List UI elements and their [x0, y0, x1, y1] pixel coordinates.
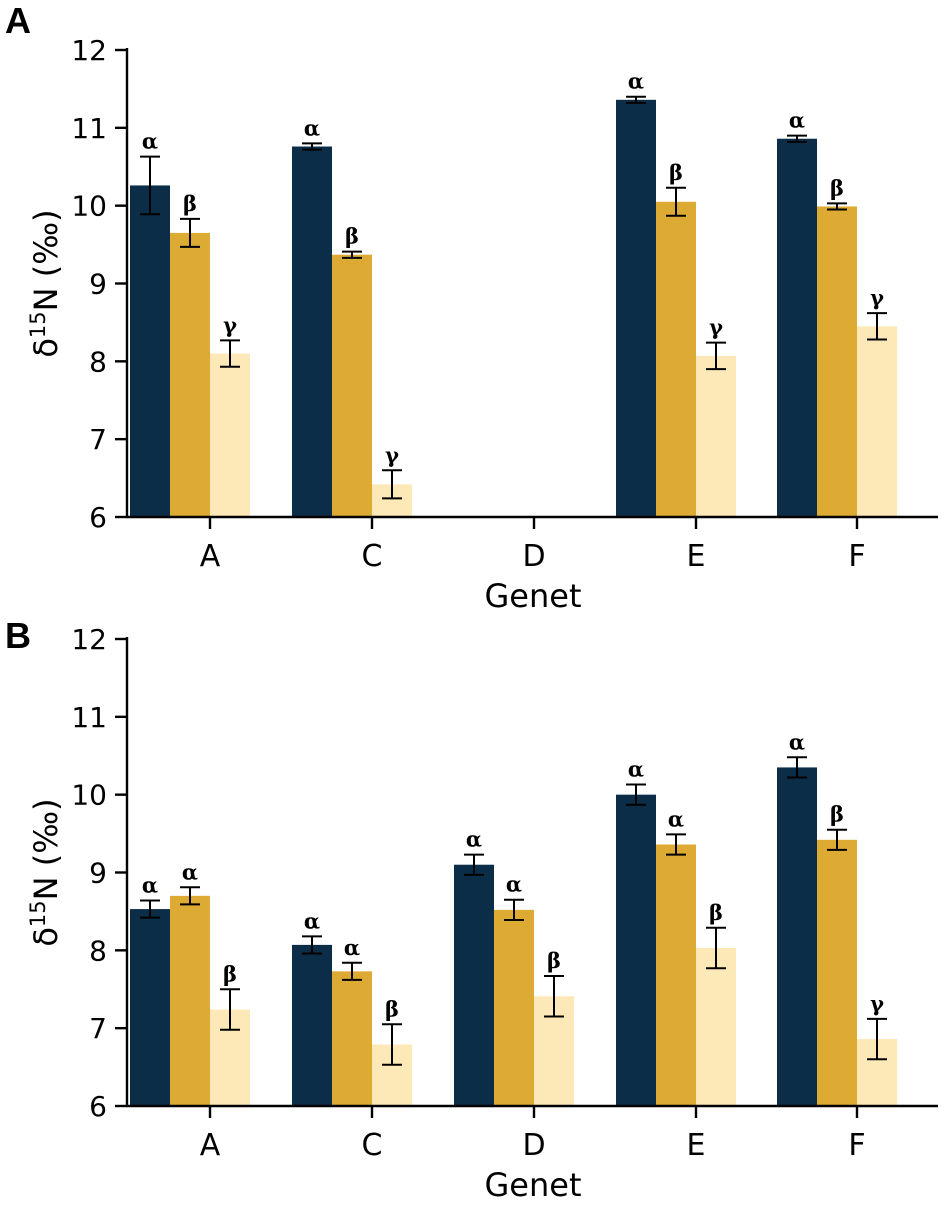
- bar: [210, 353, 250, 517]
- significance-label: α: [344, 935, 360, 960]
- significance-label: γ: [870, 991, 884, 1016]
- significance-label: β: [830, 175, 844, 200]
- x-tick-label: C: [362, 1128, 383, 1163]
- y-tick-label: 7: [89, 1012, 107, 1045]
- x-tick-label: A: [200, 539, 221, 574]
- significance-label: β: [385, 996, 399, 1021]
- y-tick-label: 12: [71, 34, 107, 67]
- bar: [332, 254, 372, 517]
- significance-label: β: [223, 961, 237, 986]
- y-tick-label: 8: [89, 345, 107, 378]
- x-tick-label: E: [687, 1128, 706, 1163]
- bar: [454, 864, 494, 1106]
- y-tick-label: 6: [89, 501, 107, 534]
- significance-label: β: [345, 224, 359, 249]
- y-tick-label: 7: [89, 423, 107, 456]
- bar: [332, 971, 372, 1106]
- bar: [817, 839, 857, 1106]
- significance-label: β: [547, 948, 561, 973]
- significance-label: γ: [223, 312, 237, 337]
- significance-label: α: [506, 872, 522, 897]
- significance-label: β: [709, 900, 723, 925]
- y-tick-label: 10: [71, 779, 107, 812]
- y-axis-title-prefix: δ: [27, 338, 65, 358]
- y-tick-label: 6: [89, 1090, 107, 1123]
- y-tick-label: 12: [71, 623, 107, 656]
- bar: [616, 794, 656, 1106]
- bar: [696, 355, 736, 517]
- x-tick-label: C: [362, 539, 383, 574]
- y-tick-label: 9: [89, 268, 107, 301]
- bar: [656, 844, 696, 1106]
- bar: [696, 947, 736, 1106]
- significance-label: β: [669, 160, 683, 185]
- bar: [170, 232, 210, 518]
- y-axis-title-superscript: 15: [26, 900, 50, 927]
- significance-label: α: [304, 115, 320, 140]
- y-axis-title-suffix: N (‰): [27, 209, 65, 311]
- bar: [616, 99, 656, 518]
- x-tick-label: F: [848, 539, 865, 574]
- bar: [777, 138, 817, 518]
- bar: [170, 895, 210, 1106]
- significance-label: α: [182, 859, 198, 884]
- significance-label: α: [628, 69, 644, 94]
- bar: [130, 909, 170, 1106]
- significance-label: α: [789, 108, 805, 133]
- panel-label: B: [5, 615, 31, 656]
- significance-label: γ: [385, 442, 399, 467]
- significance-label: α: [466, 827, 482, 852]
- significance-label: α: [142, 129, 158, 154]
- bar: [130, 185, 170, 517]
- significance-label: α: [668, 806, 684, 831]
- x-axis-title: Genet: [485, 1166, 582, 1204]
- x-tick-label: D: [522, 539, 545, 574]
- bar: [292, 146, 332, 517]
- bar: [656, 201, 696, 517]
- chart-panel-a: Aα α α α β β β β γ γ γ γ 6 7 8 9 10 11 12 A C D E F Genet δ15N (‰…: [5, 0, 938, 615]
- x-tick-label: E: [687, 539, 706, 574]
- bar: [292, 944, 332, 1106]
- y-tick-label: 9: [89, 857, 107, 890]
- bar: [817, 206, 857, 517]
- y-tick-label: 11: [71, 112, 107, 145]
- bar: [857, 326, 897, 517]
- bar: [777, 767, 817, 1106]
- y-axis-title-superscript: 15: [26, 311, 50, 338]
- y-tick-label: 8: [89, 934, 107, 967]
- significance-label: β: [830, 802, 844, 827]
- significance-label: γ: [870, 285, 884, 310]
- bar: [494, 909, 534, 1106]
- y-axis-title: δ15N (‰): [26, 209, 65, 357]
- y-axis-title: δ15N (‰): [26, 798, 65, 946]
- y-tick-label: 10: [71, 190, 107, 223]
- significance-label: α: [142, 873, 158, 898]
- significance-label: α: [304, 908, 320, 933]
- y-axis-title-prefix: δ: [27, 927, 65, 947]
- y-axis-title-suffix: N (‰): [27, 798, 65, 900]
- significance-label: α: [789, 729, 805, 754]
- panel-label: A: [5, 0, 31, 41]
- x-axis-title: Genet: [485, 577, 582, 615]
- y-tick-label: 11: [71, 701, 107, 734]
- x-tick-label: D: [522, 1128, 545, 1163]
- significance-label: β: [183, 191, 197, 216]
- significance-label: α: [628, 757, 644, 782]
- x-tick-label: F: [848, 1128, 865, 1163]
- x-tick-label: A: [200, 1128, 221, 1163]
- significance-label: γ: [709, 315, 723, 340]
